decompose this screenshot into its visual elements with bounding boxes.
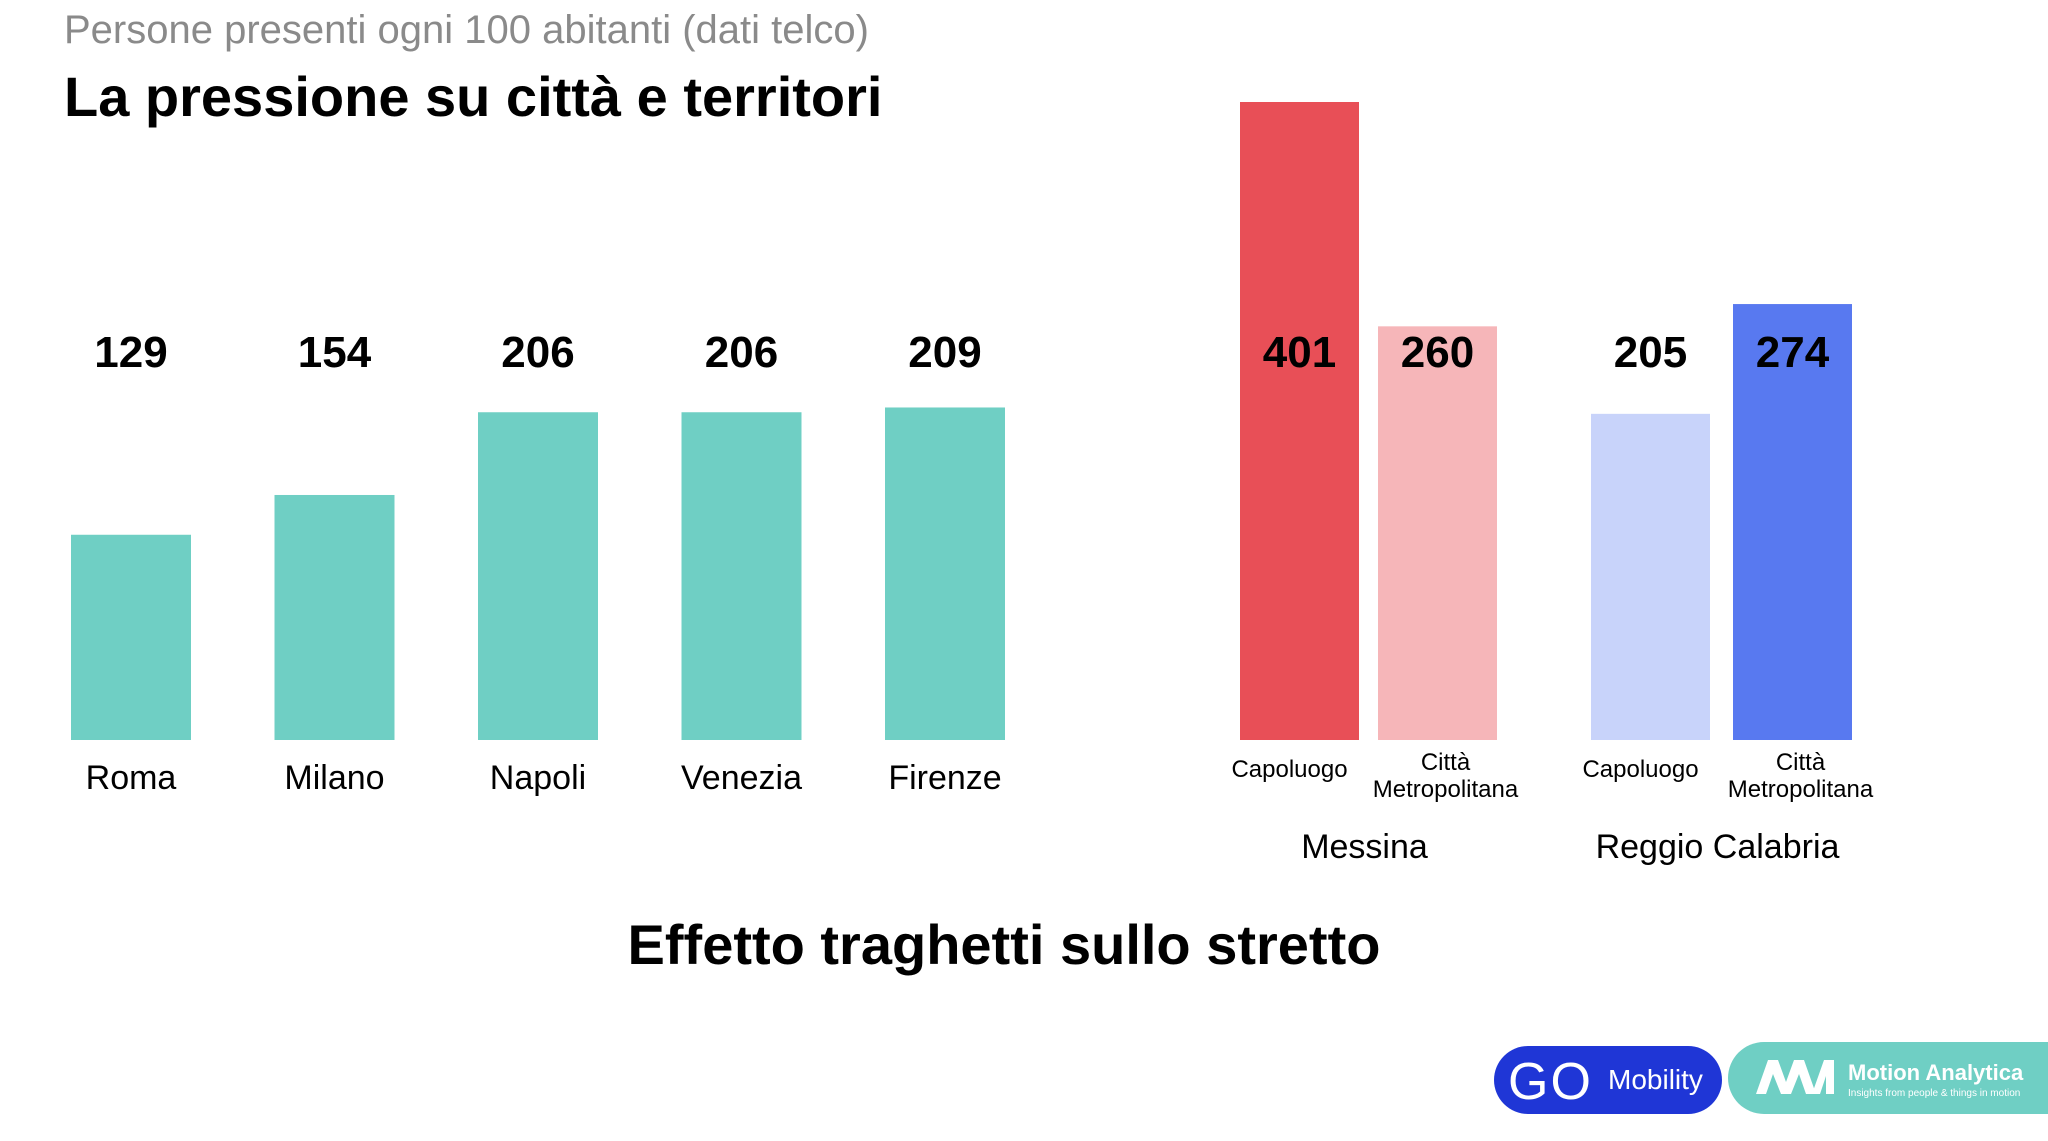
value-label-reggio-calabria-capoluogo: 205 [1614,328,1687,377]
bar-napoli [478,412,598,740]
group-label-reggio-calabria: Reggio Calabria [1596,828,1840,866]
value-label-venezia: 206 [705,328,778,377]
go-mark: GO [1508,1053,1593,1111]
chart-caption: Effetto traghetti sullo stretto [627,913,1381,976]
value-label-messina-citta-metropolitana: 260 [1401,328,1474,377]
motion-analytica-logo: Motion Analytica Insights from people & … [1728,1042,2048,1114]
bar-firenze [885,407,1005,740]
value-label-messina-capoluogo: 401 [1263,328,1336,377]
category-label-milano: Milano [284,759,384,797]
value-label-roma: 129 [94,328,167,377]
category-label-roma: Roma [86,759,177,797]
category-label-firenze: Firenze [888,759,1001,797]
group-label-messina: Messina [1301,828,1428,866]
bar-reggio-calabria-capoluogo [1591,413,1710,740]
value-label-firenze: 209 [908,328,981,377]
category-label-venezia: Venezia [681,759,802,797]
category-label-napoli: Napoli [490,759,586,797]
value-label-milano: 154 [298,328,372,377]
motion-analytica-mark-icon [1756,1060,1834,1094]
category-label-messina-citta-metropolitana: Città Metropolitana [1373,749,1519,803]
motion-analytica-name: Motion Analytica [1848,1060,2024,1085]
value-label-napoli: 206 [501,328,574,377]
category-label-messina-capoluogo: Capoluogo [1231,756,1347,783]
bar-venezia [681,412,802,740]
chart-subtitle: Persone presenti ogni 100 abitanti (dati… [64,8,869,52]
bar-milano [274,494,395,740]
category-label-reggio-calabria-capoluogo: Capoluogo [1582,756,1698,783]
go-mobility-name: Mobility [1608,1064,1703,1095]
bar-chart: 129 Roma 154 Milano 206 Napoli 206 Venezia 209 Fi… [71,102,1874,866]
motion-analytica-tagline: Insights from people & things in motion [1848,1088,2021,1099]
go-mobility-logo: GO Mobility [1494,1046,1722,1114]
bar-messina-capoluogo [1240,102,1359,740]
category-label-reggio-calabria-citta-metropolitana: Città Metropolitana [1728,749,1874,803]
value-label-reggio-calabria-citta-metropolitana: 274 [1756,328,1830,377]
bar-reggio-calabria-citta-metropolitana [1733,304,1852,740]
chart-title: La pressione su città e territori [64,65,883,128]
bar-messina-citta-metropolitana [1378,326,1497,740]
bar-roma [71,534,191,740]
